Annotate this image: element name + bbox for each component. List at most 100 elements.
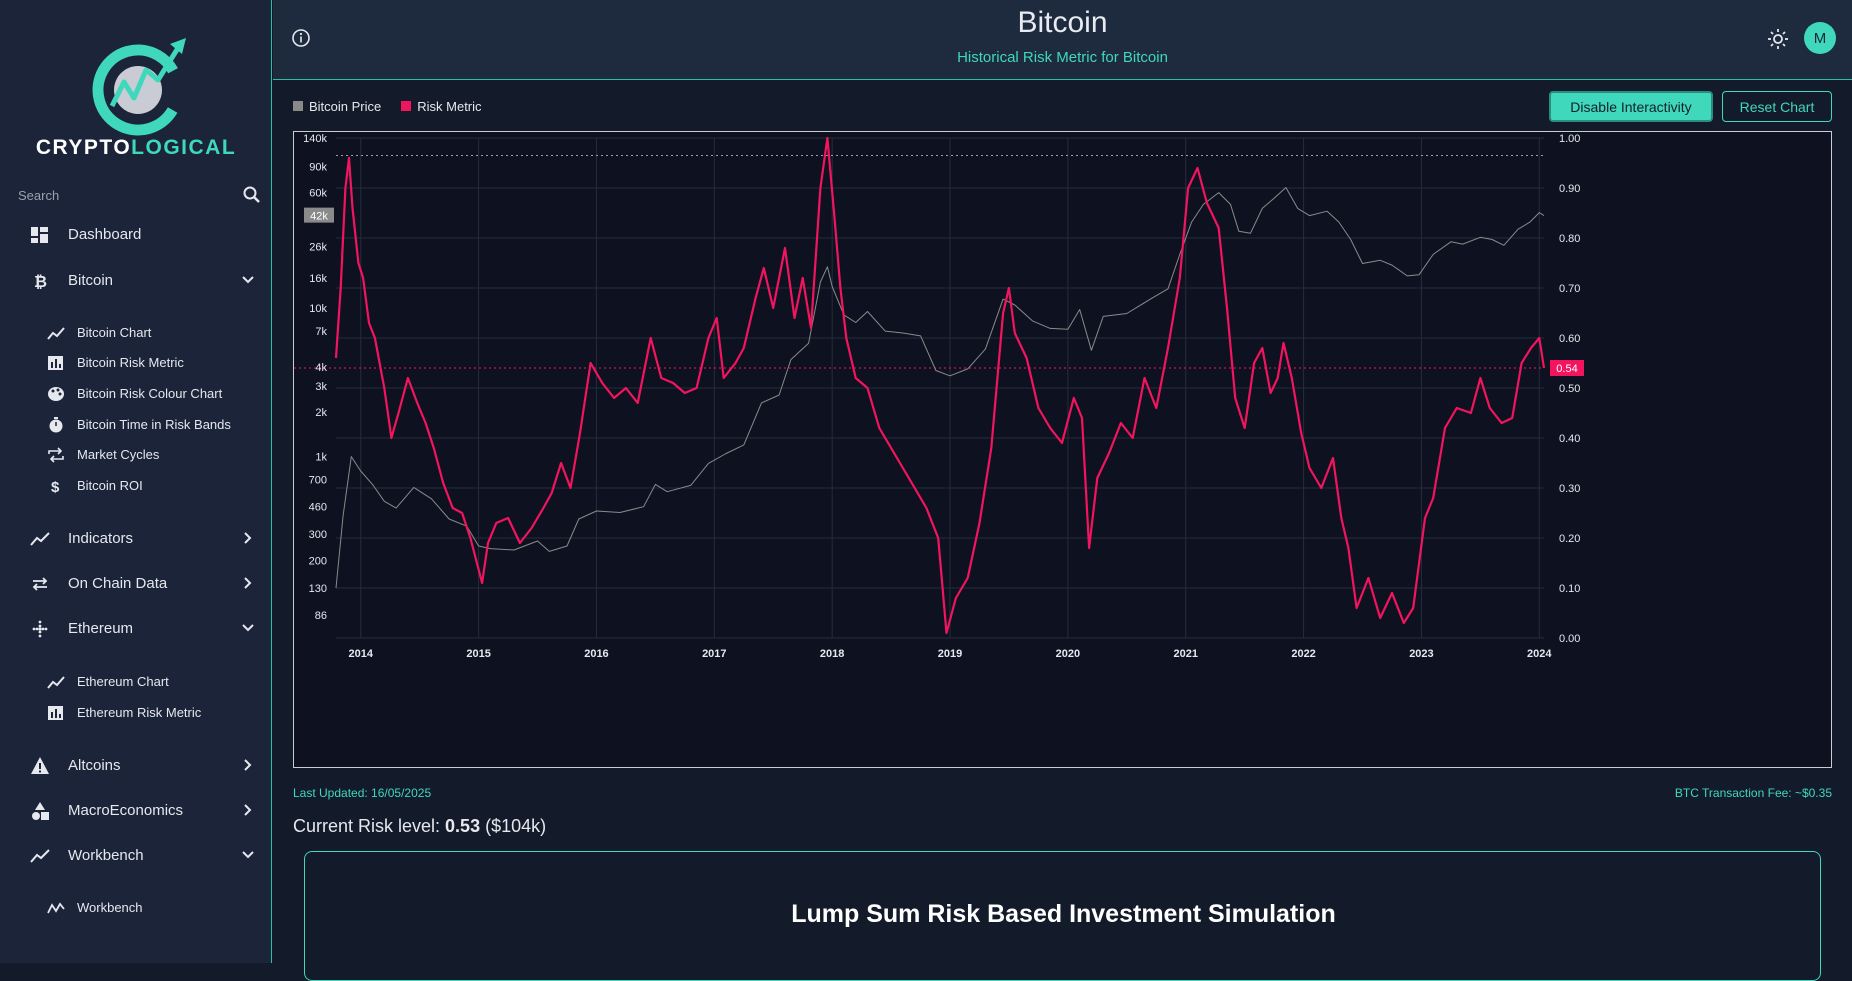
sidebar: CRYPTOLOGICAL Dashboard ₿ Bitcoin Bitcoi… (0, 0, 272, 963)
y-left-tick-label: 4k (315, 362, 327, 374)
sidebar-item-bitcoin[interactable]: ₿ Bitcoin (0, 261, 271, 299)
legend-label: Risk Metric (417, 98, 482, 114)
legend-swatch (401, 101, 412, 111)
x-tick-label: 2020 (1056, 648, 1080, 660)
sun-icon[interactable] (1767, 28, 1789, 50)
sidebar-item-label: On Chain Data (68, 574, 168, 592)
current-price-badge (304, 207, 334, 223)
x-tick-label: 2018 (820, 648, 844, 660)
avatar[interactable]: M (1804, 22, 1836, 54)
dollar-icon: $ (51, 479, 60, 494)
main-content: Bitcoin Historical Risk Metric for Bitco… (273, 0, 1852, 981)
sidebar-subitem-label: Bitcoin Chart (77, 325, 152, 340)
sidebar-subitem-risk-colour-chart[interactable]: Bitcoin Risk Colour Chart (0, 380, 271, 408)
y-right-tick-label: 0.40 (1559, 433, 1580, 445)
sidebar-search (18, 182, 262, 208)
simulation-title: Lump Sum Risk Based Investment Simulatio… (791, 900, 1336, 928)
disable-interactivity-button[interactable]: Disable Interactivity (1549, 91, 1713, 122)
chevron-down-icon (242, 624, 254, 632)
risk-prefix: Current Risk level: (293, 816, 446, 836)
sidebar-item-label: Altcoins (68, 756, 121, 774)
line-chart-icon (30, 849, 50, 863)
sidebar-item-on-chain-data[interactable]: On Chain Data (0, 564, 271, 602)
cryptological-logo-icon[interactable] (0, 18, 272, 168)
x-tick-label: 2019 (938, 648, 962, 660)
transaction-fee-text: BTC Transaction Fee: ~$0.35 (1674, 786, 1832, 800)
sidebar-item-macroeconomics[interactable]: MacroEconomics (0, 791, 271, 829)
svg-text:$: $ (51, 479, 60, 494)
sidebar-subitem-label: Ethereum Chart (77, 674, 169, 689)
sidebar-subitem-ethereum-chart[interactable]: Ethereum Chart (0, 668, 271, 696)
sidebar-item-workbench[interactable]: Workbench (0, 836, 271, 874)
y-left-tick-label: 3k (315, 381, 327, 393)
chevron-down-icon (242, 276, 254, 284)
x-tick-label: 2023 (1409, 648, 1433, 660)
warning-icon (31, 757, 49, 774)
risk-chart-svg[interactable]: 140k 90k 60k 26k 16k 10k 7k 4k 3k 2k 1k 700 460 300 20… (294, 132, 1831, 767)
sidebar-subitem-label: Bitcoin ROI (77, 478, 143, 493)
bitcoin-icon: ₿ (34, 273, 47, 291)
page-subtitle: Historical Risk Metric for Bitcoin (957, 49, 1168, 66)
y-right-tick-label: 0.50 (1559, 383, 1580, 395)
search-icon[interactable] (242, 185, 262, 205)
sidebar-subitem-label: Bitcoin Time in Risk Bands (77, 417, 231, 432)
sidebar-subitem-bitcoin-risk-metric[interactable]: Bitcoin Risk Metric (0, 349, 271, 377)
sidebar-subitem-label: Market Cycles (77, 447, 160, 462)
y-left-tick-label: 2k (315, 407, 327, 419)
sidebar-item-label: Ethereum (68, 619, 134, 637)
wave-chart-icon (47, 902, 65, 914)
y-right-tick-label: 0.00 (1559, 633, 1580, 645)
y-left-tick-label: 7k (315, 326, 327, 338)
chevron-right-icon (244, 759, 252, 771)
sidebar-subitem-bitcoin-chart[interactable]: Bitcoin Chart (0, 319, 271, 347)
sidebar-item-altcoins[interactable]: Altcoins (0, 746, 271, 784)
y-right-tick-label: 0.20 (1559, 533, 1580, 545)
sidebar-item-indicators[interactable]: Indicators (0, 519, 271, 557)
y-left-tick-label: 90k (309, 161, 327, 173)
repeat-icon (48, 447, 64, 463)
bitcoin-price-line (335, 187, 1545, 589)
stopwatch-icon (49, 417, 63, 433)
chevron-right-icon (244, 577, 252, 589)
dashboard-icon (31, 227, 48, 243)
search-input[interactable] (18, 182, 228, 208)
sidebar-subitem-time-in-risk-bands[interactable]: Bitcoin Time in Risk Bands (0, 411, 271, 439)
y-left-tick-label: 200 (309, 555, 327, 567)
bar-chart-icon (48, 706, 63, 720)
chart-legend: Bitcoin Price Risk Metric (293, 98, 502, 114)
risk-chart[interactable]: 140k 90k 60k 26k 16k 10k 7k 4k 3k 2k 1k 700 460 300 20… (293, 131, 1832, 768)
y-right-tick-label: 0.80 (1559, 233, 1580, 245)
chevron-right-icon (244, 804, 252, 816)
y-left-tick-label: 60k (309, 188, 327, 200)
y-left-tick-label: 140k (303, 133, 327, 145)
risk-suffix: ($104k) (480, 816, 547, 836)
sidebar-subitem-workbench[interactable]: Workbench (0, 894, 271, 922)
info-icon[interactable] (291, 28, 311, 48)
reset-chart-button[interactable]: Reset Chart (1722, 91, 1832, 122)
sidebar-subitem-ethereum-risk-metric[interactable]: Ethereum Risk Metric (0, 699, 271, 727)
legend-item-bitcoin-price[interactable]: Bitcoin Price (293, 98, 381, 114)
sidebar-item-label: Bitcoin (68, 271, 114, 289)
sidebar-item-dashboard[interactable]: Dashboard (0, 215, 271, 253)
risk-value: 0.53 (445, 816, 481, 836)
page-header: Bitcoin Historical Risk Metric for Bitco… (273, 0, 1852, 80)
legend-item-risk-metric[interactable]: Risk Metric (401, 98, 482, 114)
chevron-right-icon (244, 532, 252, 544)
x-tick-label: 2021 (1173, 648, 1197, 660)
y-left-tick-label: 86 (315, 610, 327, 622)
y-right-tick-label: 0.90 (1559, 183, 1580, 195)
bar-chart-icon (48, 356, 63, 370)
palette-icon (48, 387, 64, 401)
sidebar-item-ethereum[interactable]: Ethereum (0, 609, 271, 647)
sidebar-subitem-label: Bitcoin Risk Metric (77, 355, 184, 370)
legend-swatch (293, 101, 303, 111)
current-risk-level: Current Risk level: 0.53 ($104k) (293, 816, 546, 837)
page-title: Bitcoin (1017, 6, 1108, 39)
sidebar-subitem-market-cycles[interactable]: Market Cycles (0, 441, 271, 469)
y-left-tick-label: 700 (309, 475, 327, 487)
sidebar-subitem-bitcoin-roi[interactable]: $ Bitcoin ROI (0, 472, 271, 500)
transfer-icon (32, 577, 48, 591)
y-left-tick-label: 16k (309, 273, 327, 285)
sidebar-subitem-label: Workbench (77, 900, 143, 915)
y-right-tick-label: 0.70 (1559, 283, 1580, 295)
